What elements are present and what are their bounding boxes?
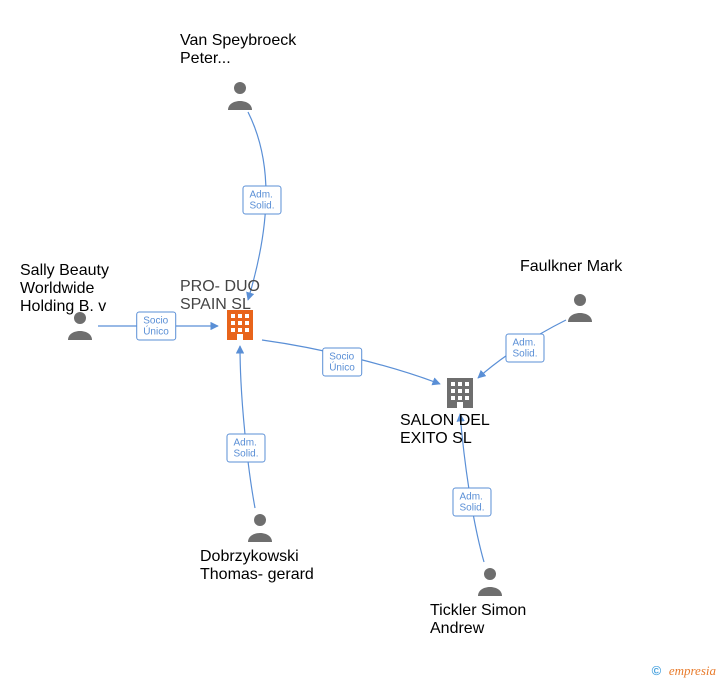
edge-label: Socio Único bbox=[322, 348, 362, 377]
node-label: Dobrzykowski Thomas- gerard bbox=[200, 548, 320, 584]
edge-label: Socio Único bbox=[136, 312, 176, 341]
person-icon bbox=[567, 292, 593, 327]
edge-label: Adm. Solid. bbox=[242, 186, 281, 215]
person-icon bbox=[67, 310, 93, 345]
node-label: Faulkner Mark bbox=[520, 258, 640, 276]
edges-layer bbox=[0, 0, 728, 685]
person-icon bbox=[477, 566, 503, 601]
building-icon bbox=[225, 308, 255, 347]
copyright-symbol: © bbox=[652, 663, 662, 678]
node-label: Tickler Simon Andrew bbox=[430, 602, 550, 638]
watermark: © empresia bbox=[652, 663, 716, 679]
person-icon bbox=[247, 512, 273, 547]
brand-name: empresia bbox=[669, 663, 716, 678]
diagram-canvas: Van Speybroeck Peter... Sally Beauty Worl… bbox=[0, 0, 728, 685]
edge-label: Adm. Solid. bbox=[452, 488, 491, 517]
building-icon bbox=[445, 376, 475, 415]
person-icon bbox=[227, 80, 253, 115]
node-label: Van Speybroeck Peter... bbox=[180, 32, 300, 68]
edge-thomas-produo bbox=[240, 346, 255, 508]
node-label: Sally Beauty Worldwide Holding B. v bbox=[20, 262, 140, 316]
node-label: SALON DEL EXITO SL bbox=[400, 412, 520, 448]
edge-label: Adm. Solid. bbox=[226, 434, 265, 463]
edge-label: Adm. Solid. bbox=[505, 334, 544, 363]
